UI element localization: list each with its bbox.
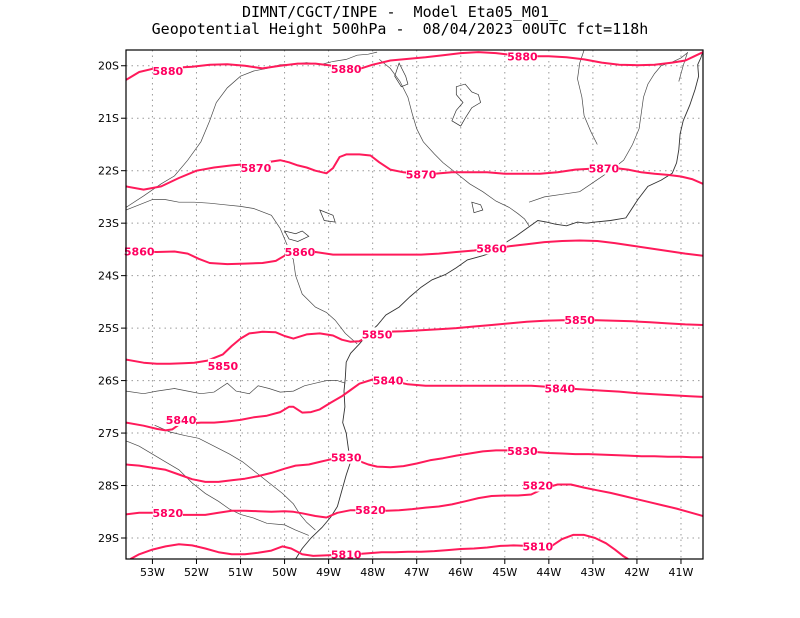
contour-layer [126, 51, 703, 559]
contour-label: 5840 [373, 375, 404, 388]
lat-tick-label: 27S [98, 427, 119, 440]
state-boundary [126, 380, 346, 395]
contour-label: 5830 [507, 445, 538, 458]
contour-5860 [126, 239, 703, 266]
lat-tick-label: 22S [98, 165, 119, 178]
contour-label: 5860 [124, 246, 155, 259]
contour-label-background [166, 412, 197, 426]
contour-label-background [362, 327, 393, 341]
title-line-2: Geopotential Height 500hPa - 08/04/2023 … [151, 20, 649, 38]
contour-label: 5810 [523, 540, 554, 553]
contour-label-background [373, 373, 404, 387]
contour-label: 5820 [153, 507, 184, 520]
lat-tick-label: 23S [98, 217, 119, 230]
coastline [295, 50, 703, 559]
contour-label-background [207, 358, 238, 372]
contour-label: 5830 [331, 452, 362, 465]
contour-label-background [284, 245, 315, 259]
lon-tick-label: 45W [492, 566, 517, 579]
contour-label-background [507, 49, 538, 63]
lon-tick-label: 51W [228, 566, 253, 579]
contour-label-background [331, 61, 362, 75]
lon-tick-label: 53W [140, 566, 165, 579]
lat-tick-label: 21S [98, 112, 119, 125]
reservoir-outline [394, 62, 409, 88]
lon-tick-label: 47W [404, 566, 429, 579]
lat-tick-label: 20S [98, 60, 119, 73]
contour-label-background [152, 63, 183, 77]
lon-tick-label: 43W [580, 566, 605, 579]
lon-tick-label: 42W [624, 566, 649, 579]
lat-tick-label: 29S [98, 532, 119, 545]
graticule [126, 50, 703, 559]
map-frame [125, 49, 704, 560]
contour-label-background [406, 167, 437, 181]
contour-label: 5840 [545, 382, 576, 395]
reservoir-outline [471, 201, 484, 214]
contour-label-background [544, 381, 575, 395]
state-boundary [126, 440, 309, 536]
contour-label: 5820 [523, 480, 554, 493]
contour-5810 [129, 533, 629, 559]
contour-label: 5860 [285, 246, 316, 259]
state-boundary [528, 52, 688, 203]
contour-label: 5850 [208, 360, 239, 373]
contour-label: 5870 [406, 168, 437, 181]
contour-label: 5850 [564, 314, 595, 327]
contour-label-background [588, 161, 619, 175]
lon-tick-label: 46W [448, 566, 473, 579]
reservoir-outline [319, 209, 336, 223]
contour-label-background [507, 443, 538, 457]
contour-label: 5870 [589, 163, 620, 176]
lat-tick-label: 28S [98, 480, 119, 493]
contour-label: 5840 [166, 414, 197, 427]
state-boundary [379, 59, 530, 226]
lat-tick-label: 24S [98, 270, 119, 283]
contour-label-background [522, 478, 553, 492]
contour-label: 5870 [241, 162, 272, 175]
state-boundary [126, 51, 378, 208]
contour-label-background [522, 539, 553, 553]
contour-label-layer: 5880 5880 5880 5870 5870 5870 5860 5860 5860 5850… [124, 49, 620, 561]
contour-5880 [126, 51, 703, 81]
contour-5850 [126, 319, 703, 365]
contour-5840 [126, 378, 703, 432]
contour-label: 5880 [153, 65, 184, 78]
reservoir-outline [283, 230, 310, 242]
contour-5830 [126, 449, 703, 483]
contour-label-background [240, 161, 271, 175]
contour-label-background [124, 244, 155, 258]
state-boundary [126, 199, 358, 345]
contour-label-background [476, 241, 507, 255]
lat-tick-label: 26S [98, 375, 119, 388]
lon-tick-label: 41W [669, 566, 694, 579]
contour-label: 5810 [331, 548, 362, 561]
lon-tick-label: 44W [536, 566, 561, 579]
chart-title: DIMNT/CGCT/INPE - Model Eta05_M01_ Geopo… [0, 4, 800, 38]
contour-label: 5880 [331, 63, 362, 76]
contour-label-background [152, 505, 183, 519]
lon-tick-label: 52W [184, 566, 209, 579]
contour-5820 [126, 483, 703, 519]
axis-ticks: 53W 52W 51W 50W 49W 48W 47W 46W 45W 44W 43W 42W 41W 2… [98, 60, 694, 579]
state-boundary [678, 51, 688, 82]
lon-tick-label: 48W [360, 566, 385, 579]
lat-tick-label: 25S [98, 322, 119, 335]
reservoir-outline [451, 83, 482, 127]
contour-label: 5880 [507, 50, 538, 63]
lon-tick-label: 49W [316, 566, 341, 579]
contour-label-background [355, 503, 386, 517]
contour-label: 5820 [355, 504, 386, 517]
state-boundary [577, 50, 598, 145]
contour-label-background [331, 547, 362, 561]
contour-label-background [331, 450, 362, 464]
contour-label: 5860 [476, 242, 507, 255]
title-line-1: DIMNT/CGCT/INPE - Model Eta05_M01_ [241, 3, 559, 21]
lon-tick-label: 50W [272, 566, 297, 579]
contour-label-background [564, 313, 595, 327]
contour-label: 5850 [362, 328, 393, 341]
